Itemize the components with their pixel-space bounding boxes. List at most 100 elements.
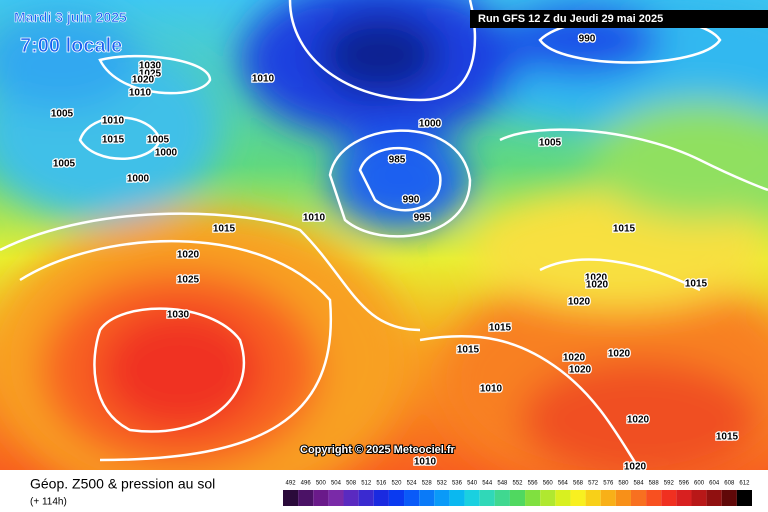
colorbar-label: 504 [331,481,342,487]
isobar-label: 1020 [132,75,155,86]
isobar-label: 990 [579,34,596,45]
colorbar-swatch [736,490,752,506]
colorbar-label: 516 [376,481,387,487]
colorbar-swatch [555,490,571,506]
isobar-label: 985 [389,155,406,166]
isobar-label: 1010 [303,213,326,224]
colorbar-swatch [630,490,647,506]
colorbar-swatch [676,490,692,506]
forecast-lead: (+ 114h) [30,497,67,508]
run-banner [470,10,768,28]
colorbar-swatch [358,490,374,506]
colorbar-label: 572 [588,481,599,487]
colorbar-label: 552 [512,481,523,487]
colorbar-swatch [721,490,737,506]
colorbar-label: 608 [724,481,735,487]
colorbar-label: 588 [649,481,660,487]
isobar-label: 1015 [457,345,480,356]
colorbar-swatch [373,490,389,506]
isobar-label: 1015 [489,323,512,334]
isobar-label: 1010 [129,88,152,99]
colorbar-label: 512 [361,481,372,487]
isobar-label: 1025 [177,275,200,286]
colorbar-swatch [464,490,480,506]
isobar-label: 1000 [155,148,178,159]
colorbar-label: 496 [301,481,312,487]
colorbar-swatch [600,490,616,506]
colorbar-label: 560 [543,481,554,487]
colorbar-swatch [691,490,707,506]
colorbar-swatch [706,490,722,506]
isobar-label: 1030 [139,61,162,72]
isobar-label: 1010 [252,74,275,85]
colorbar-label: 520 [391,481,402,487]
isobar-label: 1020 [627,415,650,426]
colorbar-label: 568 [573,481,584,487]
isobar-label: 1015 [613,224,636,235]
colorbar: 492 496 500 504 508 512 516 520 524 528 532 536 540 5… [283,481,752,506]
isobar-label: 990 [403,195,420,206]
run-info: Run GFS 12 Z du Jeudi 29 mai 2025 [478,13,663,25]
isobar-label: 1000 [419,119,442,130]
colorbar-label: 536 [452,481,463,487]
footer-title: Géop. Z500 & pression au sol [30,476,215,492]
colorbar-label: 532 [437,481,448,487]
colorbar-swatch [328,490,344,506]
colorbar-label: 604 [709,481,720,487]
isobar-label: 1030 [167,310,190,321]
colorbar-label: 612 [739,481,750,487]
isobar-label: 1015 [685,279,708,290]
isobars [0,0,768,470]
colorbar-swatch [283,490,299,506]
isobar-label: 1015 [716,432,739,443]
colorbar-swatch [419,490,435,506]
colorbar-swatch [615,490,631,506]
valid-date: Mardi 3 juin 2025 [14,9,127,25]
isobar-label: 1015 [213,224,236,235]
isobar-label: 1020 [569,365,592,376]
colorbar-swatch [646,490,662,506]
isobar-label: 1020 [568,297,591,308]
colorbar-label: 564 [558,481,569,487]
isobar-label: 1000 [127,174,150,185]
isobar-label: 1025 [139,69,162,80]
colorbar-swatch [570,490,586,506]
isobar-label: 1020 [608,349,631,360]
colorbar-label: 508 [346,481,357,487]
isobar-label: 1005 [53,159,76,170]
colorbar-swatch [313,490,329,506]
colorbar-label: 576 [603,481,614,487]
colorbar-label: 548 [497,481,508,487]
colorbar-swatch [525,490,541,506]
isobar-label: 1020 [563,353,586,364]
isobar-label: 1010 [102,116,125,127]
colorbar-swatch [388,490,405,506]
isobar-label: 1005 [539,138,562,149]
valid-time: 7:00 locale [20,35,122,57]
isobar-label: 1020 [586,280,609,291]
isobar-label: 1010 [480,384,503,395]
colorbar-swatch [404,490,420,506]
colorbar-label: 600 [694,481,705,487]
colorbar-swatch [540,490,556,506]
colorbar-label: 580 [618,481,629,487]
isobar-label: 1010 [414,457,437,468]
isobar-label: 1020 [585,273,608,284]
colorbar-label: 528 [422,481,433,487]
colorbar-swatch [585,490,601,506]
isobar-label: 1020 [177,250,200,261]
colorbar-label: 596 [679,481,690,487]
colorbar-label: 500 [316,481,327,487]
colorbar-swatch [494,490,510,506]
isobar-label: 1005 [51,109,74,120]
colorbar-swatch [661,490,677,506]
colorbar-swatch [479,490,495,506]
colorbar-label: 592 [664,481,675,487]
copyright: Copyright © 2025 Meteociel.fr [300,444,456,456]
colorbar-label: 540 [467,481,478,487]
colorbar-swatch [343,490,359,506]
